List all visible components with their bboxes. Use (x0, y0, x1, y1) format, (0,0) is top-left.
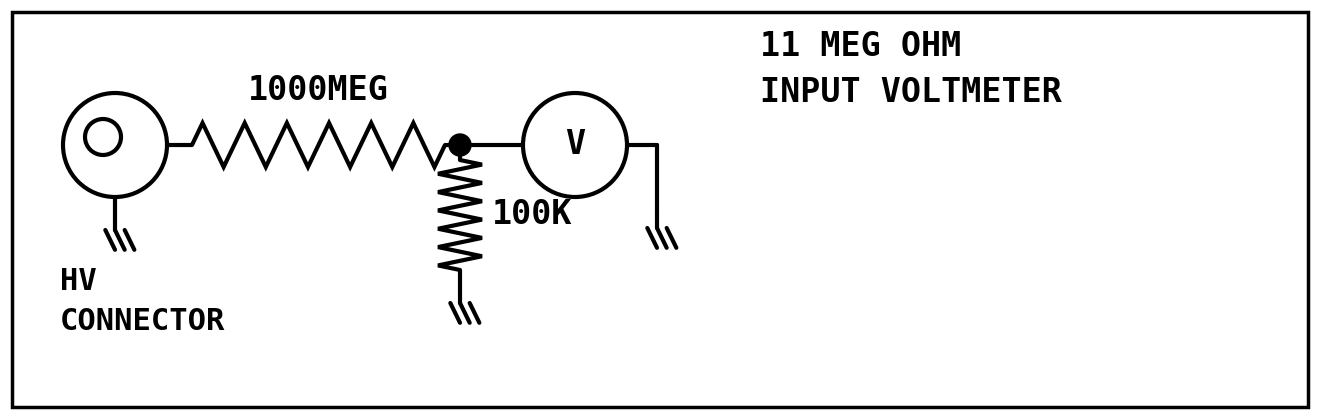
Text: V: V (565, 129, 585, 161)
Text: 100K: 100K (492, 199, 573, 232)
Text: HV
CONNECTOR: HV CONNECTOR (59, 267, 226, 336)
Text: 1000MEG: 1000MEG (248, 74, 389, 107)
Text: 11 MEG OHM
INPUT VOLTMETER: 11 MEG OHM INPUT VOLTMETER (760, 30, 1061, 109)
Circle shape (449, 134, 471, 156)
